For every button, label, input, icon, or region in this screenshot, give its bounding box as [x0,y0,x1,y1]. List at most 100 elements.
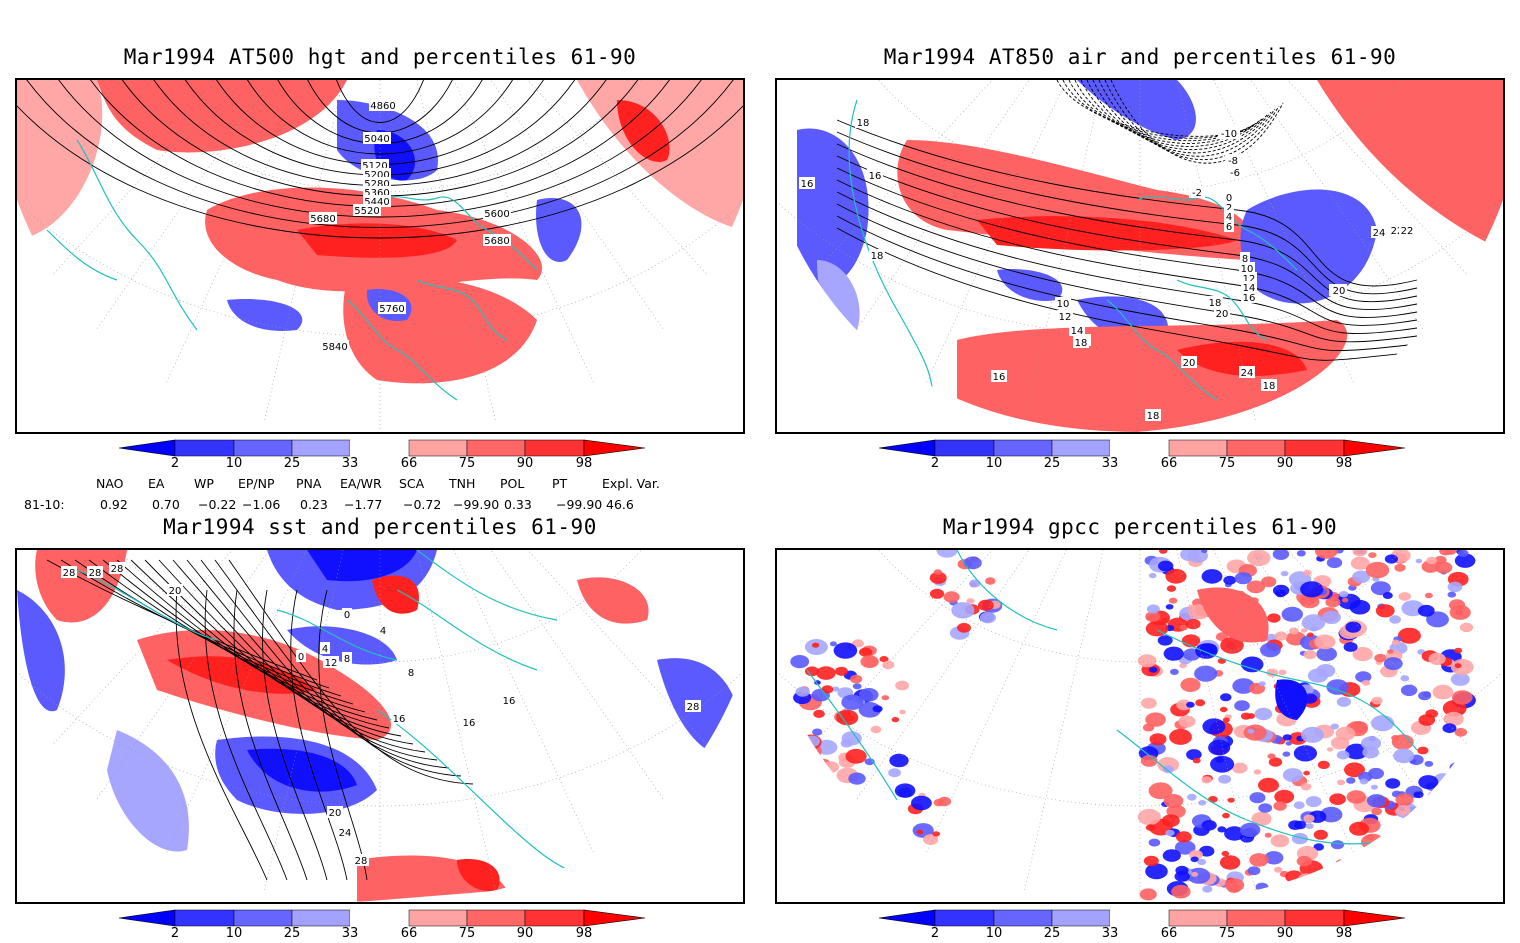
precip-anomaly-cell [1285,741,1292,746]
index-header-cell: TNH [449,476,476,491]
precip-anomaly-cell [1187,793,1197,801]
precip-anomaly-cell [1305,823,1314,829]
precip-anomaly-cell [1175,831,1192,843]
precip-anomaly-cell [1218,774,1232,784]
meridian-line [1019,80,1141,432]
contour-line [17,80,743,228]
colorbar-arrow-right [583,439,646,457]
precip-anomaly-cell [882,660,895,670]
precip-anomaly-cell [1337,779,1345,786]
precip-anomaly-cell [1313,843,1324,851]
meridian-line [19,550,381,902]
meridian-line [379,80,501,432]
colorbar-tick-label: 90 [1276,456,1294,471]
contour-label-bg [323,656,339,668]
precip-anomaly-cell [1157,635,1173,646]
precip-anomaly-cell [1291,832,1308,845]
colorbar-box [174,439,235,457]
colorbar-boxes [878,909,1406,927]
contour-label: 0 [298,652,304,663]
index-value-cell: −99.90 [556,497,603,512]
precip-anomaly-cell [1424,592,1433,599]
contour-label: 14 [1071,326,1084,337]
colorbar-box [1284,909,1345,927]
precip-anomaly-cell [1161,814,1180,827]
contour-label: 10 [1057,299,1070,310]
meridian-line [1139,550,1501,902]
anomaly-region [1317,80,1503,250]
precip-anomaly-cell [821,685,834,694]
colorbar-box [174,909,235,927]
precip-anomaly-cell [1360,736,1382,751]
precip-anomaly-cell [1345,621,1362,633]
precip-anomaly-cell [895,680,909,691]
precip-anomaly-cell [1352,647,1373,662]
precip-anomaly-cell [1342,597,1349,603]
colorbar-tick-label: 25 [1043,926,1061,941]
colorbar-box [408,909,468,927]
precip-anomaly-cell [1449,845,1459,851]
precip-anomaly-cell [1227,797,1235,803]
precip-anomaly-cell [1179,624,1188,631]
meridian-line [379,550,501,902]
precip-anomaly-cell [1330,723,1339,730]
precip-anomaly-cell [1439,550,1453,556]
map-panel-gpcc [775,548,1505,904]
panel-title-gpcc: Mar1994 gpcc percentiles 61-90 [942,515,1338,539]
meridian-line [379,550,741,902]
contour-label-bg [1224,201,1234,213]
contour-label-bg [309,212,337,224]
contour-line [1086,80,1268,150]
contour-label: 5440 [364,197,389,208]
contour-label: 16 [993,372,1006,383]
precip-anomaly-cell [1348,880,1369,896]
contour-label-bg [87,566,103,578]
precip-anomaly-cell [1385,778,1401,789]
precip-anomaly-cell [1293,745,1317,762]
anomaly-region [107,730,189,852]
contour-label-bg [1224,220,1234,232]
precip-anomaly-cell [1418,831,1426,837]
precip-anomaly-cell [870,725,882,734]
precip-anomaly-cell [1449,605,1471,620]
contour-line [228,80,532,155]
precip-anomaly-cell [808,773,823,783]
precip-anomaly-cell [912,823,934,838]
precip-anomaly-cell [813,709,825,718]
precip-anomaly-cell [1378,875,1386,881]
precip-anomaly-cell [1149,666,1158,673]
contour-label: 18 [1075,338,1088,349]
precip-anomaly-cell [1395,833,1416,848]
precip-anomaly-cell [923,834,939,845]
precip-anomaly-cell [804,666,820,677]
anomaly-region [17,590,65,712]
contour-line [836,155,1418,311]
map-sst: 28 28 28 20 0 4 8 12 0 4 8 16 16 16 20 24 28 28 [17,550,743,902]
contour-label-bg [799,177,815,189]
precip-anomaly-cell [1143,855,1159,867]
precip-anomaly-cell [816,666,836,680]
precip-anomaly-cell [822,761,839,773]
precip-anomaly-cell [811,642,820,648]
precip-anomaly-cell [1407,821,1414,827]
colorbar-box [1226,439,1286,457]
precip-anomaly-cell [1433,812,1443,819]
precip-anomaly-cell [1264,832,1272,838]
colorbar-box [993,439,1053,457]
panel-title-sst: Mar1994 sst and percentiles 61-90 [163,515,597,539]
precip-anomaly-cell [859,647,873,657]
contour-line [175,589,268,881]
precip-anomaly-cell [1158,560,1174,572]
precip-anomaly-cell [1312,879,1320,885]
precip-anomaly-cell [1335,859,1346,867]
colorbar-arrow-right [1343,439,1406,457]
precip-anomaly-cell [1349,599,1371,615]
precip-anomaly-cell [894,783,916,798]
precip-anomaly-cell [889,753,909,768]
precip-anomaly-cell [1288,820,1303,830]
precip-anomaly-cell [790,655,810,669]
precip-anomaly-cell [1442,723,1457,734]
contour-line [130,559,390,729]
panel-title-hgt500: Mar1994 AT500 hgt and percentiles 61-90 [123,45,637,69]
anomaly-region [617,100,670,162]
